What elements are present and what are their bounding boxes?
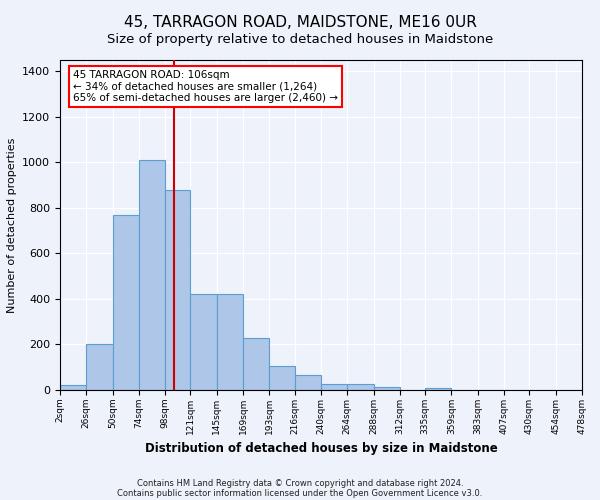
Bar: [347, 384, 374, 390]
Bar: [190, 294, 217, 390]
Bar: [139, 160, 165, 390]
Bar: [86, 344, 113, 390]
X-axis label: Distribution of detached houses by size in Maidstone: Distribution of detached houses by size …: [145, 442, 497, 456]
Bar: [60, 386, 86, 390]
Y-axis label: Number of detached properties: Number of detached properties: [7, 138, 17, 312]
Bar: [217, 294, 243, 390]
Bar: [165, 190, 190, 390]
Bar: [269, 366, 295, 390]
Text: Size of property relative to detached houses in Maidstone: Size of property relative to detached ho…: [107, 32, 493, 46]
Bar: [113, 215, 139, 390]
Text: Contains HM Land Registry data © Crown copyright and database right 2024.: Contains HM Land Registry data © Crown c…: [137, 478, 463, 488]
Bar: [425, 388, 451, 390]
Bar: [243, 338, 269, 390]
Bar: [321, 384, 347, 390]
Bar: [374, 386, 400, 390]
Text: 45 TARRAGON ROAD: 106sqm
← 34% of detached houses are smaller (1,264)
65% of sem: 45 TARRAGON ROAD: 106sqm ← 34% of detach…: [73, 70, 338, 103]
Text: Contains public sector information licensed under the Open Government Licence v3: Contains public sector information licen…: [118, 488, 482, 498]
Bar: [295, 375, 321, 390]
Text: 45, TARRAGON ROAD, MAIDSTONE, ME16 0UR: 45, TARRAGON ROAD, MAIDSTONE, ME16 0UR: [124, 15, 476, 30]
